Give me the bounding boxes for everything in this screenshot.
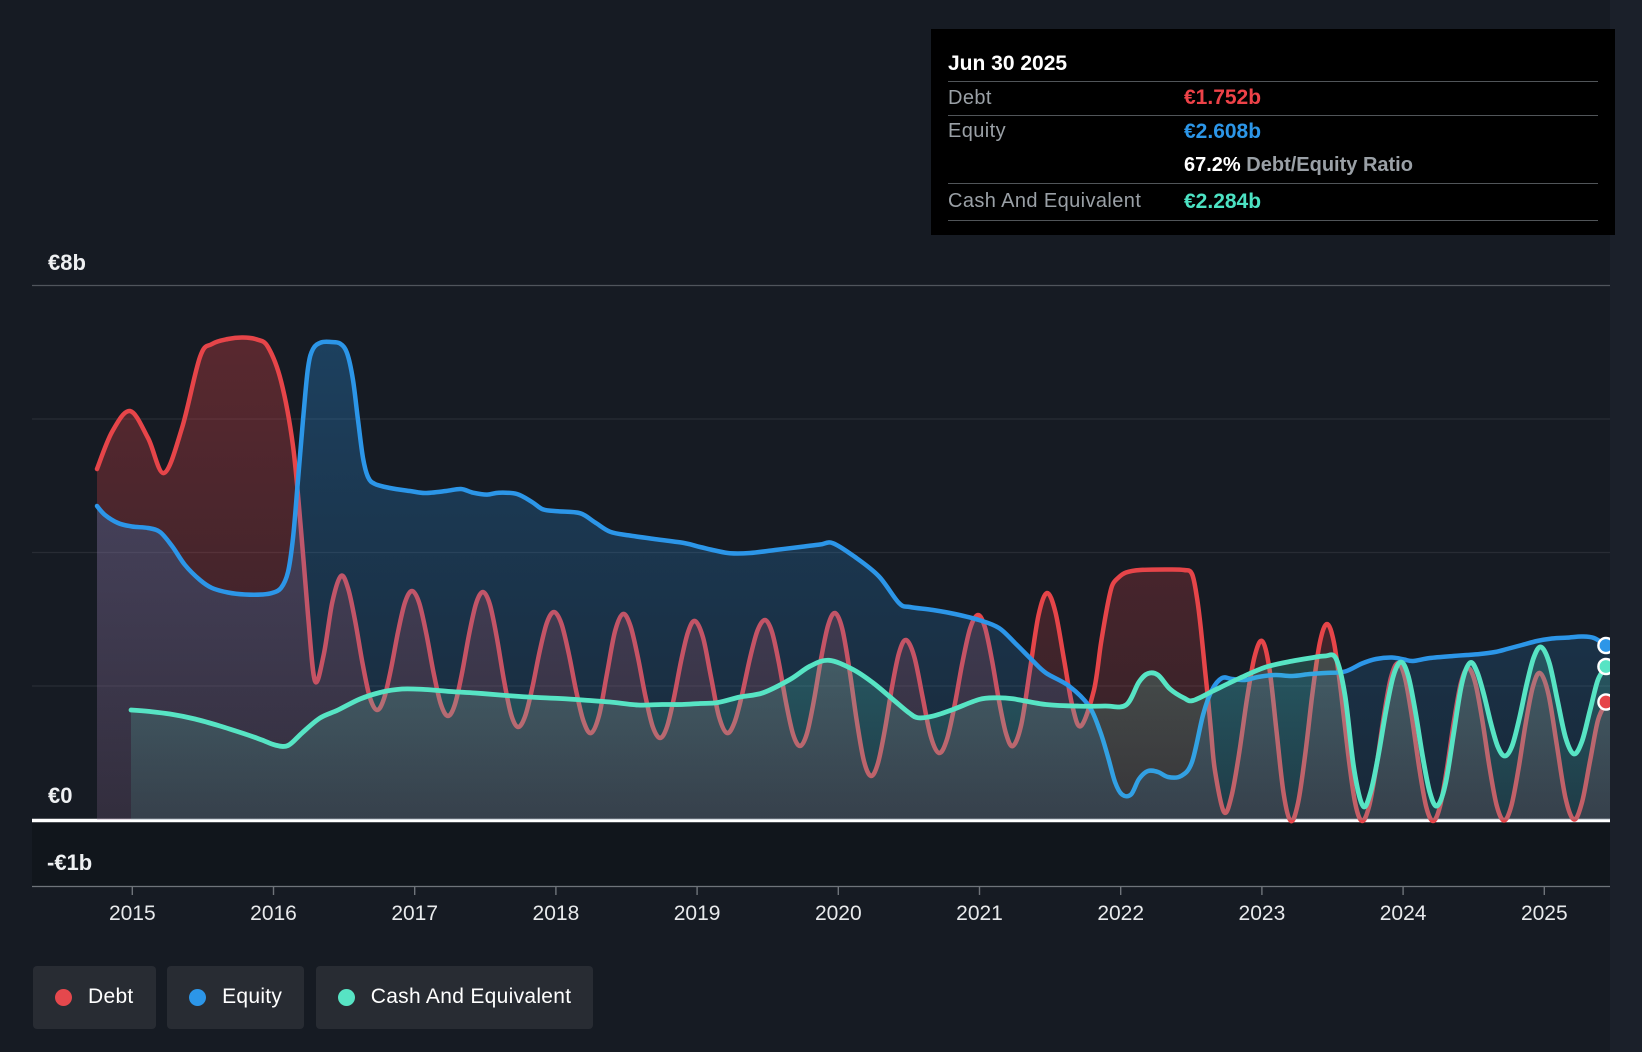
svg-text:2016: 2016 (250, 902, 297, 925)
svg-text:2018: 2018 (533, 902, 580, 925)
svg-text:2023: 2023 (1239, 902, 1286, 925)
svg-text:€8b: €8b (48, 250, 86, 275)
svg-text:2025: 2025 (1521, 902, 1568, 925)
svg-text:2020: 2020 (815, 902, 862, 925)
svg-text:2022: 2022 (1097, 902, 1144, 925)
svg-text:€0: €0 (48, 783, 72, 808)
svg-text:2024: 2024 (1380, 902, 1427, 925)
svg-text:2019: 2019 (674, 902, 721, 925)
svg-text:2017: 2017 (391, 902, 438, 925)
svg-text:2015: 2015 (109, 902, 156, 925)
svg-text:2021: 2021 (956, 902, 1003, 925)
svg-text:-€1b: -€1b (47, 850, 92, 875)
